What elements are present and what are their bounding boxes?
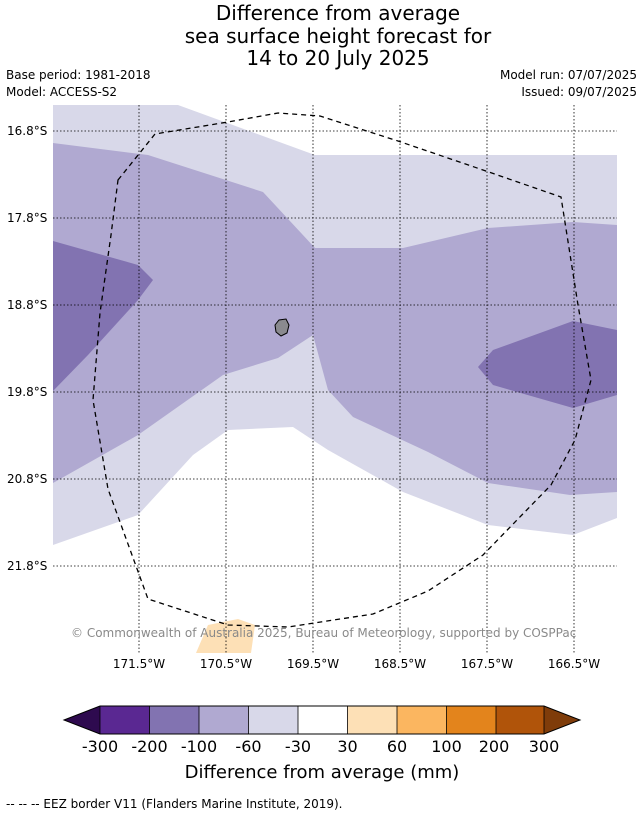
contour-minus100-west [53,241,153,391]
colorbar-tick: -300 [81,737,119,756]
title-line-3: 14 to 20 July 2025 [246,46,430,70]
lat-label: 19.8°S [7,385,48,399]
colorbar-swatch [248,706,298,734]
colorbar-tick: 100 [431,737,462,756]
colorbar-tick: 200 [478,737,510,756]
colorbar-tick: 30 [337,737,358,756]
lat-label: 20.8°S [7,472,48,486]
lon-label: 167.5°W [460,657,514,671]
lon-label: 166.5°W [547,657,601,671]
contour-minus100-east [478,321,617,408]
colorbar-tick: 300 [528,737,560,756]
lat-label: 18.8°S [7,298,48,312]
lon-label: 168.5°W [373,657,427,671]
copyright-notice: © Commonwealth of Australia 2025, Bureau… [71,626,577,640]
title-line-1: Difference from average [215,1,461,25]
contour-minus60 [53,143,617,495]
colorbar-arrow-high [544,706,580,734]
meta-left: Base period: 1981-2018 Model: ACCESS-S2 [6,67,151,101]
meta-right: Model run: 07/07/2025 Issued: 09/07/2025 [500,67,637,101]
colorbar-label: Difference from average (mm) [184,762,460,783]
base-period: Base period: 1981-2018 [6,68,151,82]
lon-label: 169.5°W [286,657,340,671]
model-run: Model run: 07/07/2025 [499,68,637,82]
contour-plus30 [196,619,255,653]
colorbar-swatch [199,706,249,734]
eez-border [92,112,592,628]
lat-label: 21.8°S [7,559,48,573]
eez-footnote: -- -- -- EEZ border V11 (Flanders Marine… [6,797,343,811]
map-title: Difference from average sea surface heig… [0,2,644,70]
model-name: Model: ACCESS-S2 [6,85,118,99]
colorbar-swatch [397,706,447,734]
lon-label: 170.5°W [199,657,253,671]
lat-label: 16.8°S [7,124,48,138]
colorbar-swatch [446,706,496,734]
map-panel [53,105,617,653]
lat-label: 17.8°S [7,211,48,225]
colorbar-swatch [298,706,348,734]
colorbar [62,705,582,735]
issued-date: Issued: 09/07/2025 [521,85,637,99]
colorbar-tick: -200 [131,737,168,756]
colorbar-swatch [496,706,544,734]
colorbar-swatch [100,706,150,734]
colorbar-tick: 60 [386,737,408,756]
colorbar-swatch [347,706,397,734]
island-shape [274,318,290,337]
lon-label: 171.5°W [112,657,166,671]
colorbar-arrow-low [64,706,100,734]
colorbar-tick: -100 [180,737,218,756]
colorbar-dividers [99,706,545,734]
colorbar-tick: -30 [284,737,312,756]
colorbar-tick: -60 [235,737,262,756]
title-line-2: sea surface height forecast for [184,23,492,48]
grid-lines [53,105,617,653]
colorbar-swatch [149,706,199,734]
